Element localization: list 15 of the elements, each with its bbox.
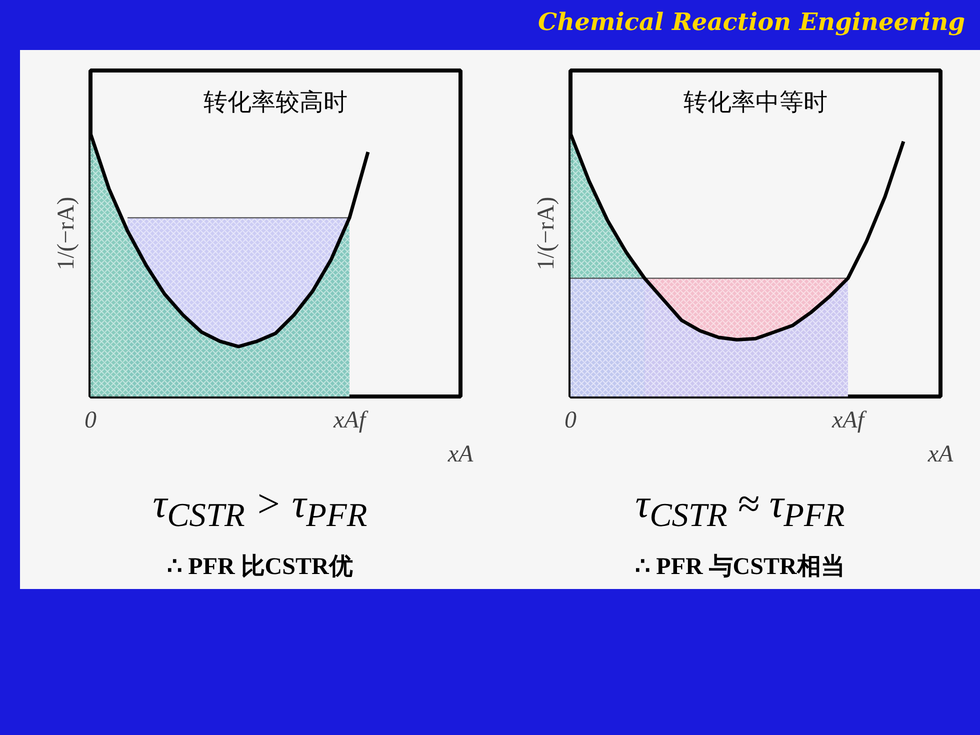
y-axis-title: 1/(−rA) xyxy=(534,196,560,270)
x-tick-label: 0 xyxy=(84,408,96,434)
x-tick-label: xAf xyxy=(831,408,868,434)
chart-title: 转化率中等时 xyxy=(684,88,828,116)
text: τ$_{CSTR}$ ≈ τ$_{PFR}$ xyxy=(505,475,975,540)
text: ∴ PFR 比CSTR优 xyxy=(25,550,495,584)
text: ∴ PFR 与CSTR相当 xyxy=(505,550,975,584)
chart-title: 转化率较高时 xyxy=(204,88,348,116)
y-axis-title: 1/(−rA) xyxy=(54,196,80,270)
x-axis-title: xA xyxy=(446,442,474,468)
text: τ$_{CSTR}$ > τ$_{PFR}$ xyxy=(25,475,495,540)
x-tick-label: 0 xyxy=(564,408,576,434)
text: Chemical Reaction Engineering xyxy=(537,6,965,38)
x-axis-title: xA xyxy=(926,442,954,468)
x-tick-label: xAf xyxy=(332,408,369,434)
